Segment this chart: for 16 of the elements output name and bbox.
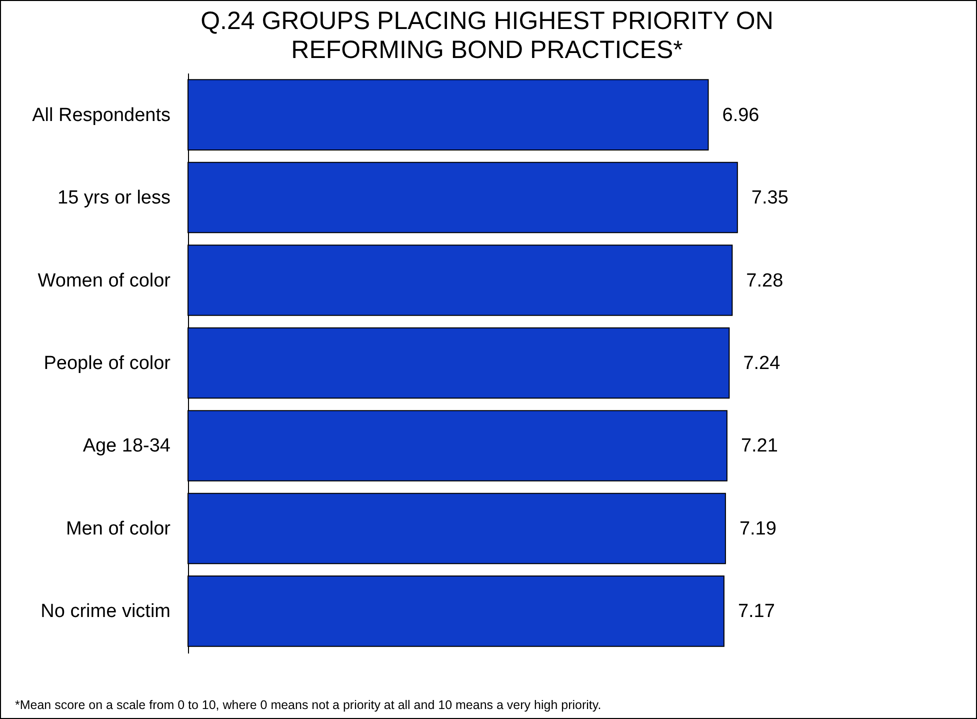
data-label: 7.35 (751, 188, 788, 209)
data-label: 7.21 (740, 436, 778, 457)
chart-title: Q.24 GROUPS PLACING HIGHEST PRIORITY ON REFORMING BOND PRACTICES* (200, 7, 774, 64)
y-tick-label: All Respondents (32, 104, 170, 126)
data-label: 7.19 (739, 518, 776, 540)
y-tick-label: 15 yrs or less (58, 188, 170, 209)
y-tick-label: Age 18-34 (82, 436, 171, 457)
y-tick-label: No crime victim (40, 601, 170, 622)
data-label: 7.28 (746, 270, 784, 292)
y-tick-label: Women of color (38, 270, 172, 292)
data-label: 7.17 (738, 601, 775, 622)
text: *Mean score on a scale from 0 to 10, where 0 means not a priority at all and 10 means a very high priority. (15, 698, 602, 712)
y-tick-label: People of color (44, 353, 172, 374)
data-label: 7.24 (743, 353, 781, 374)
data-label: 6.96 (722, 104, 760, 126)
y-tick-label: Men of color (66, 518, 172, 540)
